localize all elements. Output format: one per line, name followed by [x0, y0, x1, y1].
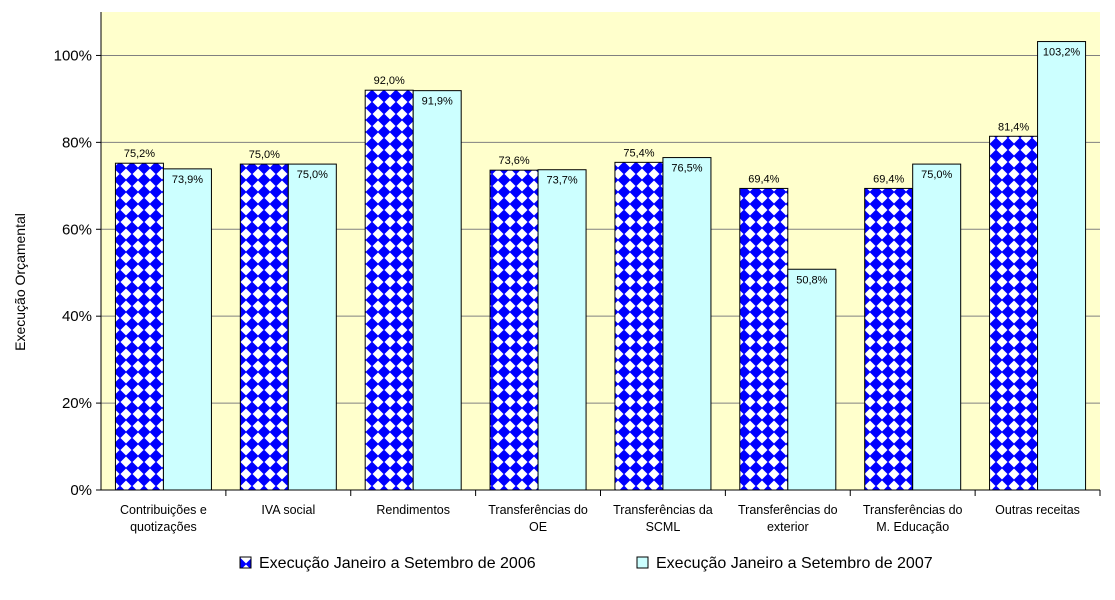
- data-label: 50,8%: [796, 274, 827, 286]
- legend-label-2006: Execução Janeiro a Setembro de 2006: [259, 555, 536, 572]
- y-tick-label: 80%: [62, 134, 92, 151]
- x-tick-label: Contribuições e: [120, 503, 207, 517]
- y-tick-label: 40%: [62, 308, 92, 325]
- legend-label-2007: Execução Janeiro a Setembro de 2007: [656, 555, 933, 572]
- bar-2006: [489, 169, 539, 491]
- bar-2007: [662, 157, 712, 491]
- data-label: 103,2%: [1043, 47, 1081, 59]
- y-tick-label: 60%: [62, 221, 92, 238]
- data-label: 73,6%: [498, 155, 529, 167]
- x-tick-label: Transferências do: [738, 503, 838, 517]
- x-tick-label: Transferências do: [863, 503, 963, 517]
- bar-2007: [1037, 41, 1087, 491]
- data-label: 92,0%: [374, 75, 405, 87]
- bar-2007: [912, 163, 962, 491]
- data-label: 76,5%: [671, 163, 702, 175]
- x-tick-label: SCML: [646, 520, 681, 534]
- data-label: 81,4%: [998, 121, 1029, 133]
- data-label: 69,4%: [748, 173, 779, 185]
- data-label: 73,9%: [172, 174, 203, 186]
- data-label: 75,0%: [297, 169, 328, 181]
- bar-2007: [412, 90, 462, 491]
- y-tick-label: 0%: [70, 482, 92, 499]
- data-label: 69,4%: [873, 173, 904, 185]
- x-tick-label: OE: [529, 520, 547, 534]
- bar-2006: [114, 162, 164, 491]
- data-label: 75,4%: [623, 147, 654, 159]
- x-tick-label: M. Educação: [876, 520, 949, 534]
- data-label: 75,2%: [124, 148, 155, 160]
- bar-2006: [739, 187, 789, 491]
- x-tick-label: IVA social: [261, 503, 315, 517]
- data-label: 75,0%: [249, 149, 280, 161]
- y-tick-label: 100%: [54, 47, 92, 64]
- bar-2007: [537, 169, 587, 491]
- bar-2007: [787, 268, 837, 491]
- x-tick-label: Outras receitas: [995, 503, 1080, 517]
- bar-2006: [864, 187, 914, 491]
- x-tick-label: Transferências da: [613, 503, 713, 517]
- y-axis-label: Execução Orçamental: [12, 213, 28, 351]
- data-label: 91,9%: [422, 96, 453, 108]
- bar-2006: [364, 89, 414, 491]
- bar-2006: [614, 161, 664, 491]
- bar-2007: [287, 163, 337, 491]
- x-tick-label: exterior: [767, 520, 809, 534]
- x-tick-label: Transferências do: [488, 503, 588, 517]
- y-tick-label: 20%: [62, 395, 92, 412]
- data-label: 73,7%: [546, 175, 577, 187]
- bar-2007: [162, 168, 212, 491]
- x-tick-label: quotizações: [130, 520, 197, 534]
- x-tick-label: Rendimentos: [376, 503, 450, 517]
- legend-swatch-2006: [239, 556, 252, 569]
- data-label: 75,0%: [921, 169, 952, 181]
- legend-swatch-2007: [636, 556, 649, 569]
- bar-2006: [989, 135, 1039, 491]
- bar-2006: [239, 163, 289, 491]
